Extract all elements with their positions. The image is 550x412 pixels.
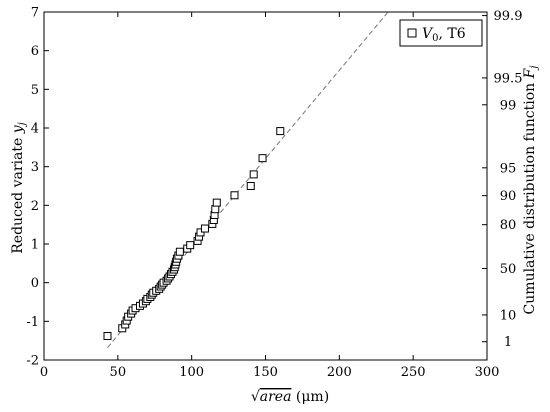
y-axis-title: Reduced variate yj	[10, 122, 28, 254]
y-tick-label: 7	[31, 6, 39, 21]
y2-tick-label: 50	[500, 262, 517, 277]
data-point	[230, 191, 239, 200]
x-tick-label: 150	[253, 365, 278, 380]
x-tick-label: 300	[475, 365, 500, 380]
data-point	[212, 198, 221, 207]
legend-marker	[407, 28, 417, 38]
data-point	[186, 241, 195, 250]
data-point	[276, 127, 285, 136]
legend: V0, T6	[399, 19, 483, 47]
data-point	[211, 205, 220, 214]
y-tick-label: 3	[31, 160, 39, 175]
data-point	[246, 182, 255, 190]
y-tick-label: 4	[31, 122, 39, 137]
y-tick-label: -2	[26, 354, 39, 369]
y2-tick-label: 99	[500, 98, 517, 113]
y-tick-label: 5	[31, 83, 39, 98]
x-tick-label: 200	[327, 365, 352, 380]
y-tick-label: 1	[31, 238, 39, 253]
plot-area-frame	[43, 11, 488, 361]
y2-tick-label: 90	[500, 189, 517, 204]
data-point	[258, 154, 267, 163]
data-point	[249, 170, 258, 179]
x-tick-label: 250	[401, 365, 426, 380]
legend-label: V0, T6	[422, 26, 466, 44]
y2-axis-title: Cumulative distribution function Fj	[522, 66, 540, 315]
x-tick-label: 100	[179, 365, 204, 380]
x-tick-label: 0	[40, 365, 48, 380]
y2-tick-label: 80	[500, 218, 517, 233]
x-tick-label: 50	[110, 365, 127, 380]
data-point	[175, 247, 184, 256]
y2-tick-label: 10	[500, 308, 517, 323]
y2-tick-label: 99.5	[494, 71, 523, 86]
x-axis-title: √area (μm)	[251, 389, 329, 405]
y-tick-label: 2	[31, 199, 39, 214]
y-tick-label: -1	[26, 315, 39, 330]
data-point	[200, 224, 209, 233]
y2-tick-label: 1	[504, 335, 512, 350]
y2-tick-label: 99.9	[494, 9, 523, 24]
y-tick-label: 0	[31, 276, 39, 291]
data-point	[103, 332, 112, 341]
y2-tick-label: 95	[500, 161, 517, 176]
y-tick-label: 6	[31, 44, 39, 59]
